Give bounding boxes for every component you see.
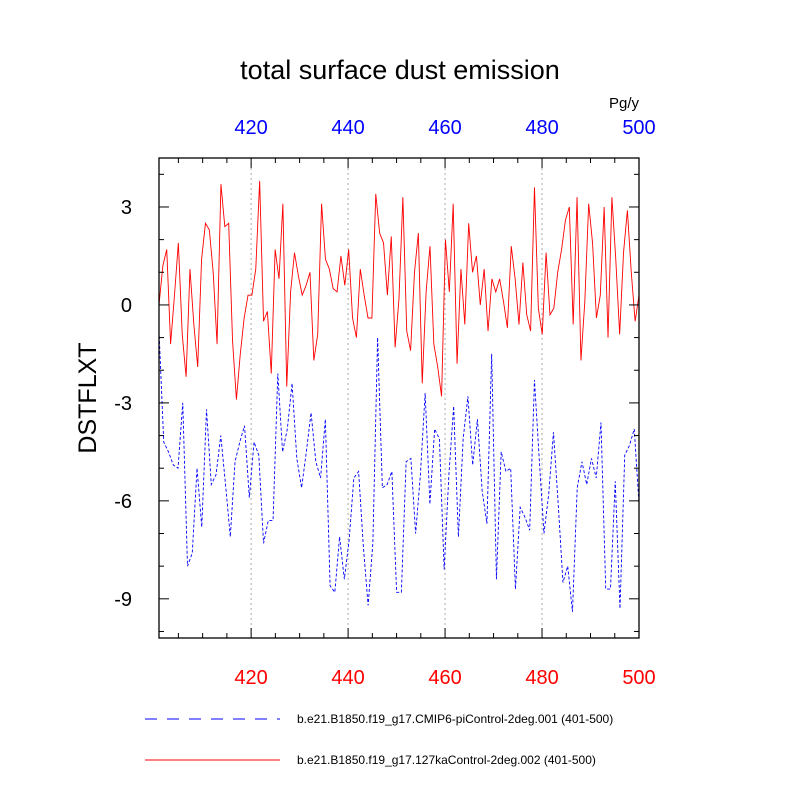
x-tick-label-bottom-440: 440 — [331, 667, 364, 689]
y-tick-label--6: -6 — [114, 491, 132, 513]
plot-frame — [158, 157, 640, 639]
legend-label-red: b.e21.B1850.f19_g17.127kaControl-2deg.00… — [297, 753, 596, 767]
axis-ticks: 420 420 440 440 460 460 480 480 500 500 3 0 -3 -6 -9 — [114, 117, 655, 689]
series-layer — [158, 180, 640, 612]
legend-label-blue: b.e21.B1850.f19_g17.CMIP6-piControl-2deg… — [297, 712, 613, 726]
y-tick-label--3: -3 — [114, 393, 132, 415]
y-tick-label-0: 0 — [121, 295, 132, 317]
x-tick-label-top-500: 500 — [622, 117, 655, 139]
x-tick-label-bottom-420: 420 — [234, 667, 267, 689]
chart-title: total surface dust emission — [240, 55, 560, 85]
x-tick-label-top-440: 440 — [331, 117, 364, 139]
series-line-red-solid — [158, 180, 640, 400]
y-axis-label: DSTFLXT — [74, 342, 102, 453]
legend: b.e21.B1850.f19_g17.CMIP6-piControl-2deg… — [145, 712, 613, 767]
units-label: Pg/y — [609, 95, 640, 112]
y-tick-label-3: 3 — [121, 197, 132, 219]
x-tick-label-bottom-500: 500 — [622, 667, 655, 689]
y-tick-label--9: -9 — [114, 589, 132, 611]
x-tick-label-bottom-460: 460 — [428, 667, 461, 689]
x-tick-label-top-480: 480 — [525, 117, 558, 139]
series-line-blue-dashed — [158, 331, 640, 612]
x-tick-label-top-420: 420 — [234, 117, 267, 139]
x-tick-label-top-460: 460 — [428, 117, 461, 139]
grid-lines — [250, 158, 543, 638]
x-tick-label-bottom-480: 480 — [525, 667, 558, 689]
